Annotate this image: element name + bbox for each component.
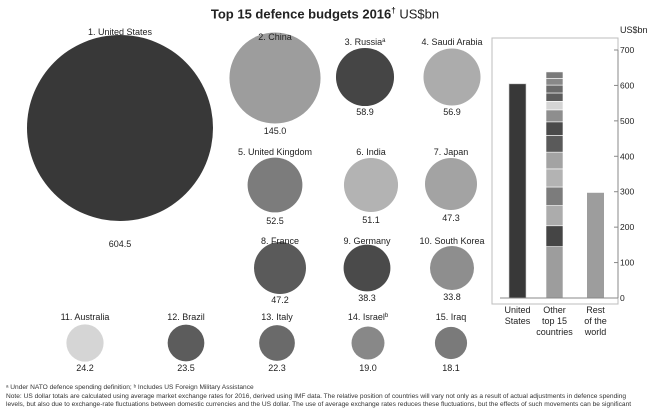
stack-segment-12 (545, 92, 564, 102)
country-label-15: 15. Iraq (436, 312, 467, 322)
value-label-14: 19.0 (359, 363, 377, 373)
country-label-8: 8. France (261, 236, 299, 246)
value-label-11: 24.2 (76, 363, 94, 373)
y-tick-label: 300 (620, 187, 634, 197)
country-label-12: 12. Brazil (167, 312, 205, 322)
bubble-6 (343, 157, 399, 213)
country-label-7: 7. Japan (434, 147, 469, 157)
value-label-6: 51.1 (362, 215, 380, 225)
country-label-5: 5. United Kingdom (238, 147, 312, 157)
bubble-11 (66, 324, 104, 362)
stack-segment-6 (545, 168, 564, 188)
country-label-6: 6. India (356, 147, 386, 157)
bubble-5 (247, 157, 303, 213)
bar-category-label-1: United States (504, 305, 530, 326)
stack-segment-10 (545, 109, 564, 123)
chart-title-unit: US$bn (399, 6, 440, 22)
stack-segment-4 (545, 205, 564, 227)
y-tick-label: 200 (620, 222, 634, 232)
value-label-4: 56.9 (443, 107, 461, 117)
value-label-5: 52.5 (266, 216, 284, 226)
y-tick-label: 100 (620, 258, 634, 268)
stack-segment-11 (545, 101, 564, 111)
chart-title-dagger: † (391, 6, 396, 15)
bar-category-label-2: Other top 15 countries (536, 305, 573, 337)
bubble-15 (434, 326, 468, 360)
bubble-14 (351, 326, 385, 360)
bar-1 (508, 83, 527, 299)
country-label-3: 3. Russiaa (345, 37, 387, 47)
stack-segment-5 (545, 186, 564, 206)
y-tick-label: 400 (620, 151, 634, 161)
stacked-bar-chart: US$bn 0 100 200 300 400 500 600 700 United States O… (491, 25, 648, 337)
y-tick-label: 600 (620, 80, 634, 90)
value-label-12: 23.5 (177, 363, 195, 373)
stack-segment-7 (545, 151, 564, 170)
value-label-3: 58.9 (356, 107, 374, 117)
value-label-9: 38.3 (358, 293, 376, 303)
stack-segment-3 (545, 225, 564, 247)
country-label-11: 11. Australia (61, 312, 110, 322)
stack-segment-14 (545, 78, 564, 86)
stack-segment-15 (545, 71, 564, 79)
country-label-4: 4. Saudi Arabia (421, 37, 482, 47)
value-label-7: 47.3 (442, 213, 460, 223)
bubble-4 (423, 48, 481, 106)
stack-segment-9 (545, 121, 564, 136)
country-label-1: 1. United States (88, 27, 153, 37)
bubble-13 (259, 325, 295, 361)
value-label-13: 22.3 (268, 363, 286, 373)
country-label-2: 2. China (258, 32, 292, 42)
y-tick-label: 0 (620, 293, 625, 303)
value-label-10: 33.8 (443, 292, 461, 302)
stack-segment-13 (545, 84, 564, 94)
value-label-1: 604.5 (109, 239, 132, 249)
stack-segment-8 (545, 135, 564, 153)
bar-category-label-3: Rest of the world (584, 305, 607, 337)
country-label-13: 13. Italy (261, 312, 293, 322)
bubble-7 (424, 157, 478, 211)
value-label-15: 18.1 (442, 363, 460, 373)
bubble-group: 1. United States 604.5 2. China 145.0 3. Rus… (27, 27, 485, 373)
bar-3 (587, 192, 604, 298)
bubble-9 (343, 244, 391, 292)
chart-title-main: Top 15 defence budgets 2016 (210, 6, 392, 22)
value-label-2: 145.0 (264, 126, 287, 136)
bubble-8 (254, 242, 306, 294)
y-tick-label: 500 (620, 116, 634, 126)
country-label-14: 14. Israelb (348, 312, 389, 322)
bubble-10 (430, 246, 474, 290)
footnotes: ᵃ Under NATO defence spending definition… (6, 384, 646, 409)
value-label-8: 47.2 (271, 295, 289, 305)
country-label-10: 10. South Korea (419, 236, 484, 246)
stack-segment-2 (545, 246, 564, 299)
footnote-markers: ᵃ Under NATO defence spending definition… (6, 384, 254, 391)
footnote-note: Note: US dollar totals are calculated us… (6, 393, 632, 408)
country-label-9: 9. Germany (343, 236, 391, 246)
y-axis-label: US$bn (620, 25, 648, 35)
bubble-3 (335, 47, 395, 107)
bubble-2 (229, 32, 321, 124)
bubble-12 (167, 324, 205, 362)
chart-title: Top 15 defence budgets 2016† US$bn (0, 6, 650, 21)
y-tick-label: 700 (620, 45, 634, 55)
bubble-1 (27, 35, 213, 221)
